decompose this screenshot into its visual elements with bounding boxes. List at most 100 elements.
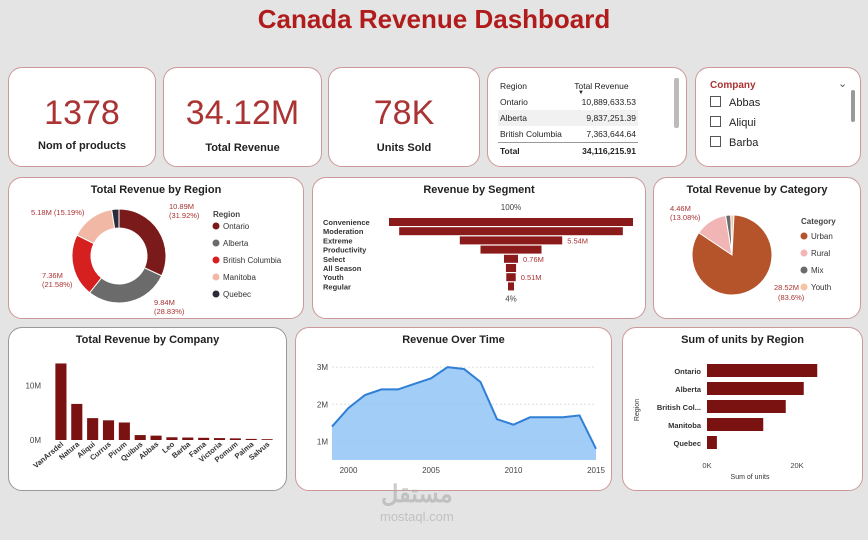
y-axis-label: Region [634, 399, 641, 421]
checkbox[interactable] [710, 96, 721, 107]
y-tick-label: Ontario [674, 367, 701, 376]
company-bar [198, 437, 210, 440]
pie-slice [691, 214, 773, 296]
funnel-bar [459, 236, 563, 245]
table-cell: 10,889,633.53 [581, 97, 636, 107]
funnel-bar [389, 218, 633, 226]
data-label: 0.76M [523, 255, 544, 264]
kpi-label: Nom of products [38, 140, 126, 152]
table-row[interactable]: British Columbia 7,363,644.64 [498, 126, 638, 143]
hbar [707, 400, 786, 413]
y-tick-label: 2M [317, 400, 328, 409]
hbar [707, 418, 764, 431]
x-tick-label: 2000 [340, 466, 358, 475]
legend-marker [212, 290, 220, 298]
donut-slice [111, 208, 120, 229]
y-tick-label: British Col... [657, 403, 701, 412]
legend-marker [212, 239, 220, 247]
table-scrollbar[interactable] [674, 78, 679, 128]
table-cell: 9,837,251.39 [572, 110, 638, 126]
x-tick-label: 2005 [422, 466, 440, 475]
kpi-card-units[interactable]: 78K Units Sold [328, 67, 480, 167]
y-tick-label: Manitoba [668, 421, 702, 430]
funnel-category-label: All Season [323, 264, 362, 273]
data-label: 7.36M [42, 271, 63, 280]
chart-card-region-donut[interactable]: Total Revenue by Region 10.89M (31.92%) 9.… [8, 177, 304, 319]
kpi-card-products[interactable]: 1378 Nom of products [8, 67, 156, 167]
funnel-top-label: 100% [501, 203, 521, 212]
legend-marker [800, 283, 808, 291]
units-region-bar-chart: Ontario Alberta British Col... Manitoba Queb… [634, 364, 818, 481]
kpi-card-revenue[interactable]: 34.12M Total Revenue [163, 67, 322, 167]
x-tick-label: 20K [790, 461, 803, 470]
x-tick-label: 2015 [587, 466, 605, 475]
chart-card-category[interactable]: Total Revenue by Category 4.46M (13.08%) 2… [653, 177, 861, 319]
company-bar [261, 439, 273, 440]
table-row[interactable]: Ontario 10,889,633.53 [498, 94, 638, 110]
revenue-time-area-chart: 1M 2M 3M 2000 2005 2010 2015 [317, 363, 606, 475]
slicer-item[interactable]: Abbas [710, 96, 760, 109]
table-cell: 7,363,644.64 [586, 129, 636, 139]
checkbox[interactable] [710, 116, 721, 127]
data-label: 9.84M [154, 298, 175, 307]
y-tick-label: Alberta [675, 385, 702, 394]
legend-label: Alberta [223, 239, 249, 248]
company-bar [118, 422, 130, 440]
chevron-down-icon[interactable]: ⌄ [838, 78, 848, 90]
y-tick-label: Quebec [673, 439, 701, 448]
slicer-item[interactable]: Barba [710, 136, 758, 149]
table-header[interactable]: Total Revenue [574, 81, 629, 91]
kpi-value: 34.12M [185, 94, 300, 132]
company-bar [134, 435, 146, 440]
funnel-category-label: Convenience [323, 218, 370, 227]
slicer-scrollbar[interactable] [851, 90, 855, 122]
funnel-bar [508, 282, 514, 291]
sort-arrow-icon[interactable]: ▼ [578, 90, 584, 96]
company-bar [87, 418, 99, 440]
company-bar-chart: 0M10MVanArsdelNaturaAliquiCurrusPirumQui… [25, 363, 273, 470]
table-header[interactable]: Region [500, 81, 527, 91]
slicer-item[interactable]: Aliqui [710, 116, 756, 129]
chart-card-time[interactable]: Revenue Over Time 1M 2M 3M 2000 2005 2010 2015 [295, 327, 612, 491]
chart-card-segment[interactable]: Revenue by Segment 100% Convenience Modera… [312, 177, 646, 319]
slicer-title: Company [710, 80, 756, 91]
checkbox[interactable] [710, 136, 721, 147]
category-pie-chart: 4.46M(13.08%) 28.52M(83.6%) Category Urban R… [670, 204, 836, 302]
company-slicer[interactable]: Company ⌄ Abbas Aliqui Barba [695, 67, 861, 167]
company-bar [166, 437, 178, 440]
chart-card-units-region[interactable]: Sum of units by Region Ontario Alberta Bri… [622, 327, 863, 491]
funnel-category-label: Youth [323, 273, 344, 282]
page-title: Canada Revenue Dashboard [257, 4, 611, 34]
company-bar [245, 438, 257, 440]
legend-marker [800, 232, 808, 240]
legend-label: Quebec [223, 290, 251, 299]
data-label: 0.51M [521, 273, 542, 282]
region-table-card[interactable]: Region Total Revenue Ontario 10,889,633.… [487, 67, 687, 167]
region-donut-chart: 10.89M(31.92%) 9.84M(28.83%) 7.36M(21.58%)… [31, 202, 282, 316]
legend-title: Category [801, 217, 836, 226]
table-row[interactable]: Alberta 9,837,251.39 [498, 110, 638, 126]
y-tick-label: 3M [317, 363, 328, 372]
legend-label: Mix [811, 266, 823, 275]
legend-label: British Columbia [223, 256, 282, 265]
company-bar [102, 420, 115, 440]
chart-title: Total Revenue by Category [686, 184, 828, 196]
watermark-url: mostaql.com [380, 509, 454, 524]
y-tick-label: 10M [25, 381, 41, 390]
data-label: 10.89M [169, 202, 194, 211]
funnel-category-label: Select [323, 255, 346, 264]
region-table: Region Total Revenue Ontario 10,889,633.… [498, 78, 638, 159]
data-label: (31.92%) [169, 211, 200, 220]
funnel-bar [480, 245, 542, 254]
legend-marker [212, 222, 220, 230]
area-fill [332, 367, 596, 460]
chart-card-company[interactable]: Total Revenue by Company 0M 10M VanArsdel N… [8, 327, 287, 491]
data-label: (28.83%) [154, 307, 185, 316]
funnel-category-label: Extreme [323, 236, 353, 245]
funnel-category-label: Regular [323, 282, 351, 291]
table-cell: Alberta [498, 110, 573, 126]
legend-marker [212, 273, 220, 281]
funnel-bar [399, 227, 623, 236]
table-cell: British Columbia [500, 129, 562, 139]
chart-title: Total Revenue by Region [90, 184, 222, 196]
